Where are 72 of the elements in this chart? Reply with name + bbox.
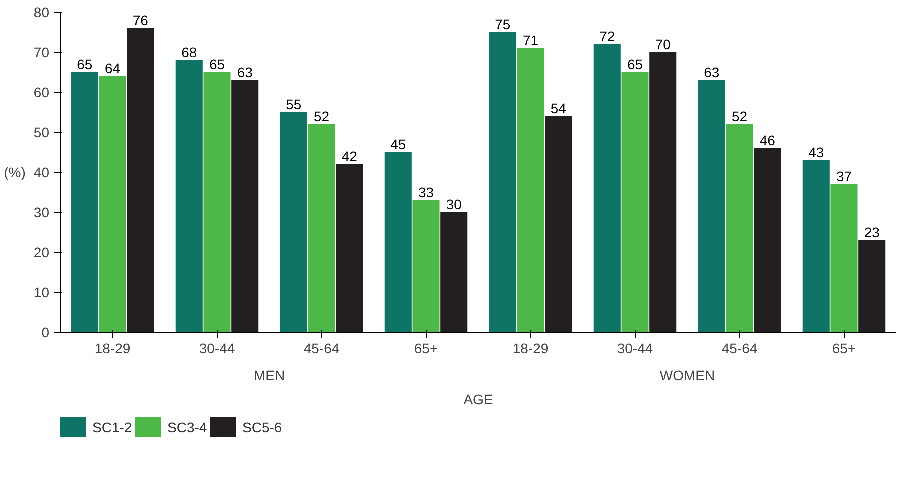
data-label: 72 (600, 28, 616, 44)
bar (754, 148, 782, 332)
bar (308, 124, 336, 332)
legend-label: SC3-4 (168, 420, 208, 436)
y-tick-label: 70 (34, 44, 50, 60)
y-tick-label: 50 (34, 124, 50, 140)
data-label: 65 (77, 56, 93, 72)
bar (176, 60, 203, 332)
bar (594, 44, 621, 332)
data-label: 33 (418, 184, 434, 200)
bar (545, 116, 572, 332)
legend-label: SC5-6 (242, 420, 282, 436)
bar (99, 76, 126, 332)
bar (858, 240, 886, 332)
x-tick-label: 30-44 (617, 340, 654, 356)
data-label: 52 (314, 108, 330, 124)
data-label: 55 (286, 96, 302, 112)
bar (280, 112, 308, 332)
bar (830, 184, 858, 332)
bar (650, 52, 677, 332)
x-tick-label: 65+ (832, 340, 856, 356)
y-tick-label: 60 (34, 84, 50, 100)
y-tick-label: 80 (34, 4, 50, 20)
data-label: 64 (104, 60, 121, 76)
data-label: 30 (446, 196, 462, 212)
data-label: 68 (182, 44, 198, 60)
bar (517, 48, 544, 332)
x-tick-label: 18-29 (512, 340, 549, 356)
data-label: 65 (627, 56, 644, 72)
data-label: 65 (209, 56, 226, 72)
bar (440, 212, 468, 332)
data-label: 45 (390, 136, 406, 152)
text: MEN (254, 368, 286, 384)
bar (802, 160, 830, 332)
x-tick-label: 30-44 (199, 340, 236, 356)
data-label: 76 (132, 12, 149, 28)
bar (71, 72, 98, 332)
bar (204, 72, 231, 332)
data-label: 71 (522, 32, 539, 48)
data-label: 54 (550, 100, 567, 116)
bar (336, 164, 364, 332)
bar (232, 80, 259, 332)
bar (622, 72, 649, 332)
x-tick-label: 65+ (414, 340, 438, 356)
x-tick-label: 45-64 (722, 340, 758, 356)
y-tick-label: 0 (42, 324, 50, 340)
data-label: 70 (655, 36, 672, 52)
y-tick-label: 10 (34, 284, 50, 300)
y-axis-title: (%) (4, 164, 26, 180)
data-label: 23 (864, 224, 880, 240)
data-label: 46 (760, 132, 776, 148)
bar (412, 200, 440, 332)
data-label: 52 (732, 108, 748, 124)
legend-label: SC1-2 (92, 420, 132, 436)
x-tick-label: 18-29 (94, 340, 131, 356)
data-label: 43 (808, 144, 824, 160)
data-label: 75 (495, 16, 511, 32)
x-tick-label: 45-64 (304, 340, 340, 356)
y-tick-label: 30 (34, 204, 50, 220)
bar (726, 124, 754, 332)
y-tick-label: 20 (34, 244, 50, 260)
bar (698, 80, 726, 332)
y-tick-label: 40 (34, 164, 50, 180)
x-axis-title: AGE (464, 392, 494, 408)
data-label: 37 (836, 168, 852, 184)
data-label: 63 (704, 64, 720, 80)
bar (127, 28, 154, 332)
bar (384, 152, 412, 332)
data-label: 42 (342, 148, 358, 164)
data-label: 63 (237, 64, 254, 80)
bar (489, 32, 516, 332)
text: WOMEN (660, 368, 716, 384)
